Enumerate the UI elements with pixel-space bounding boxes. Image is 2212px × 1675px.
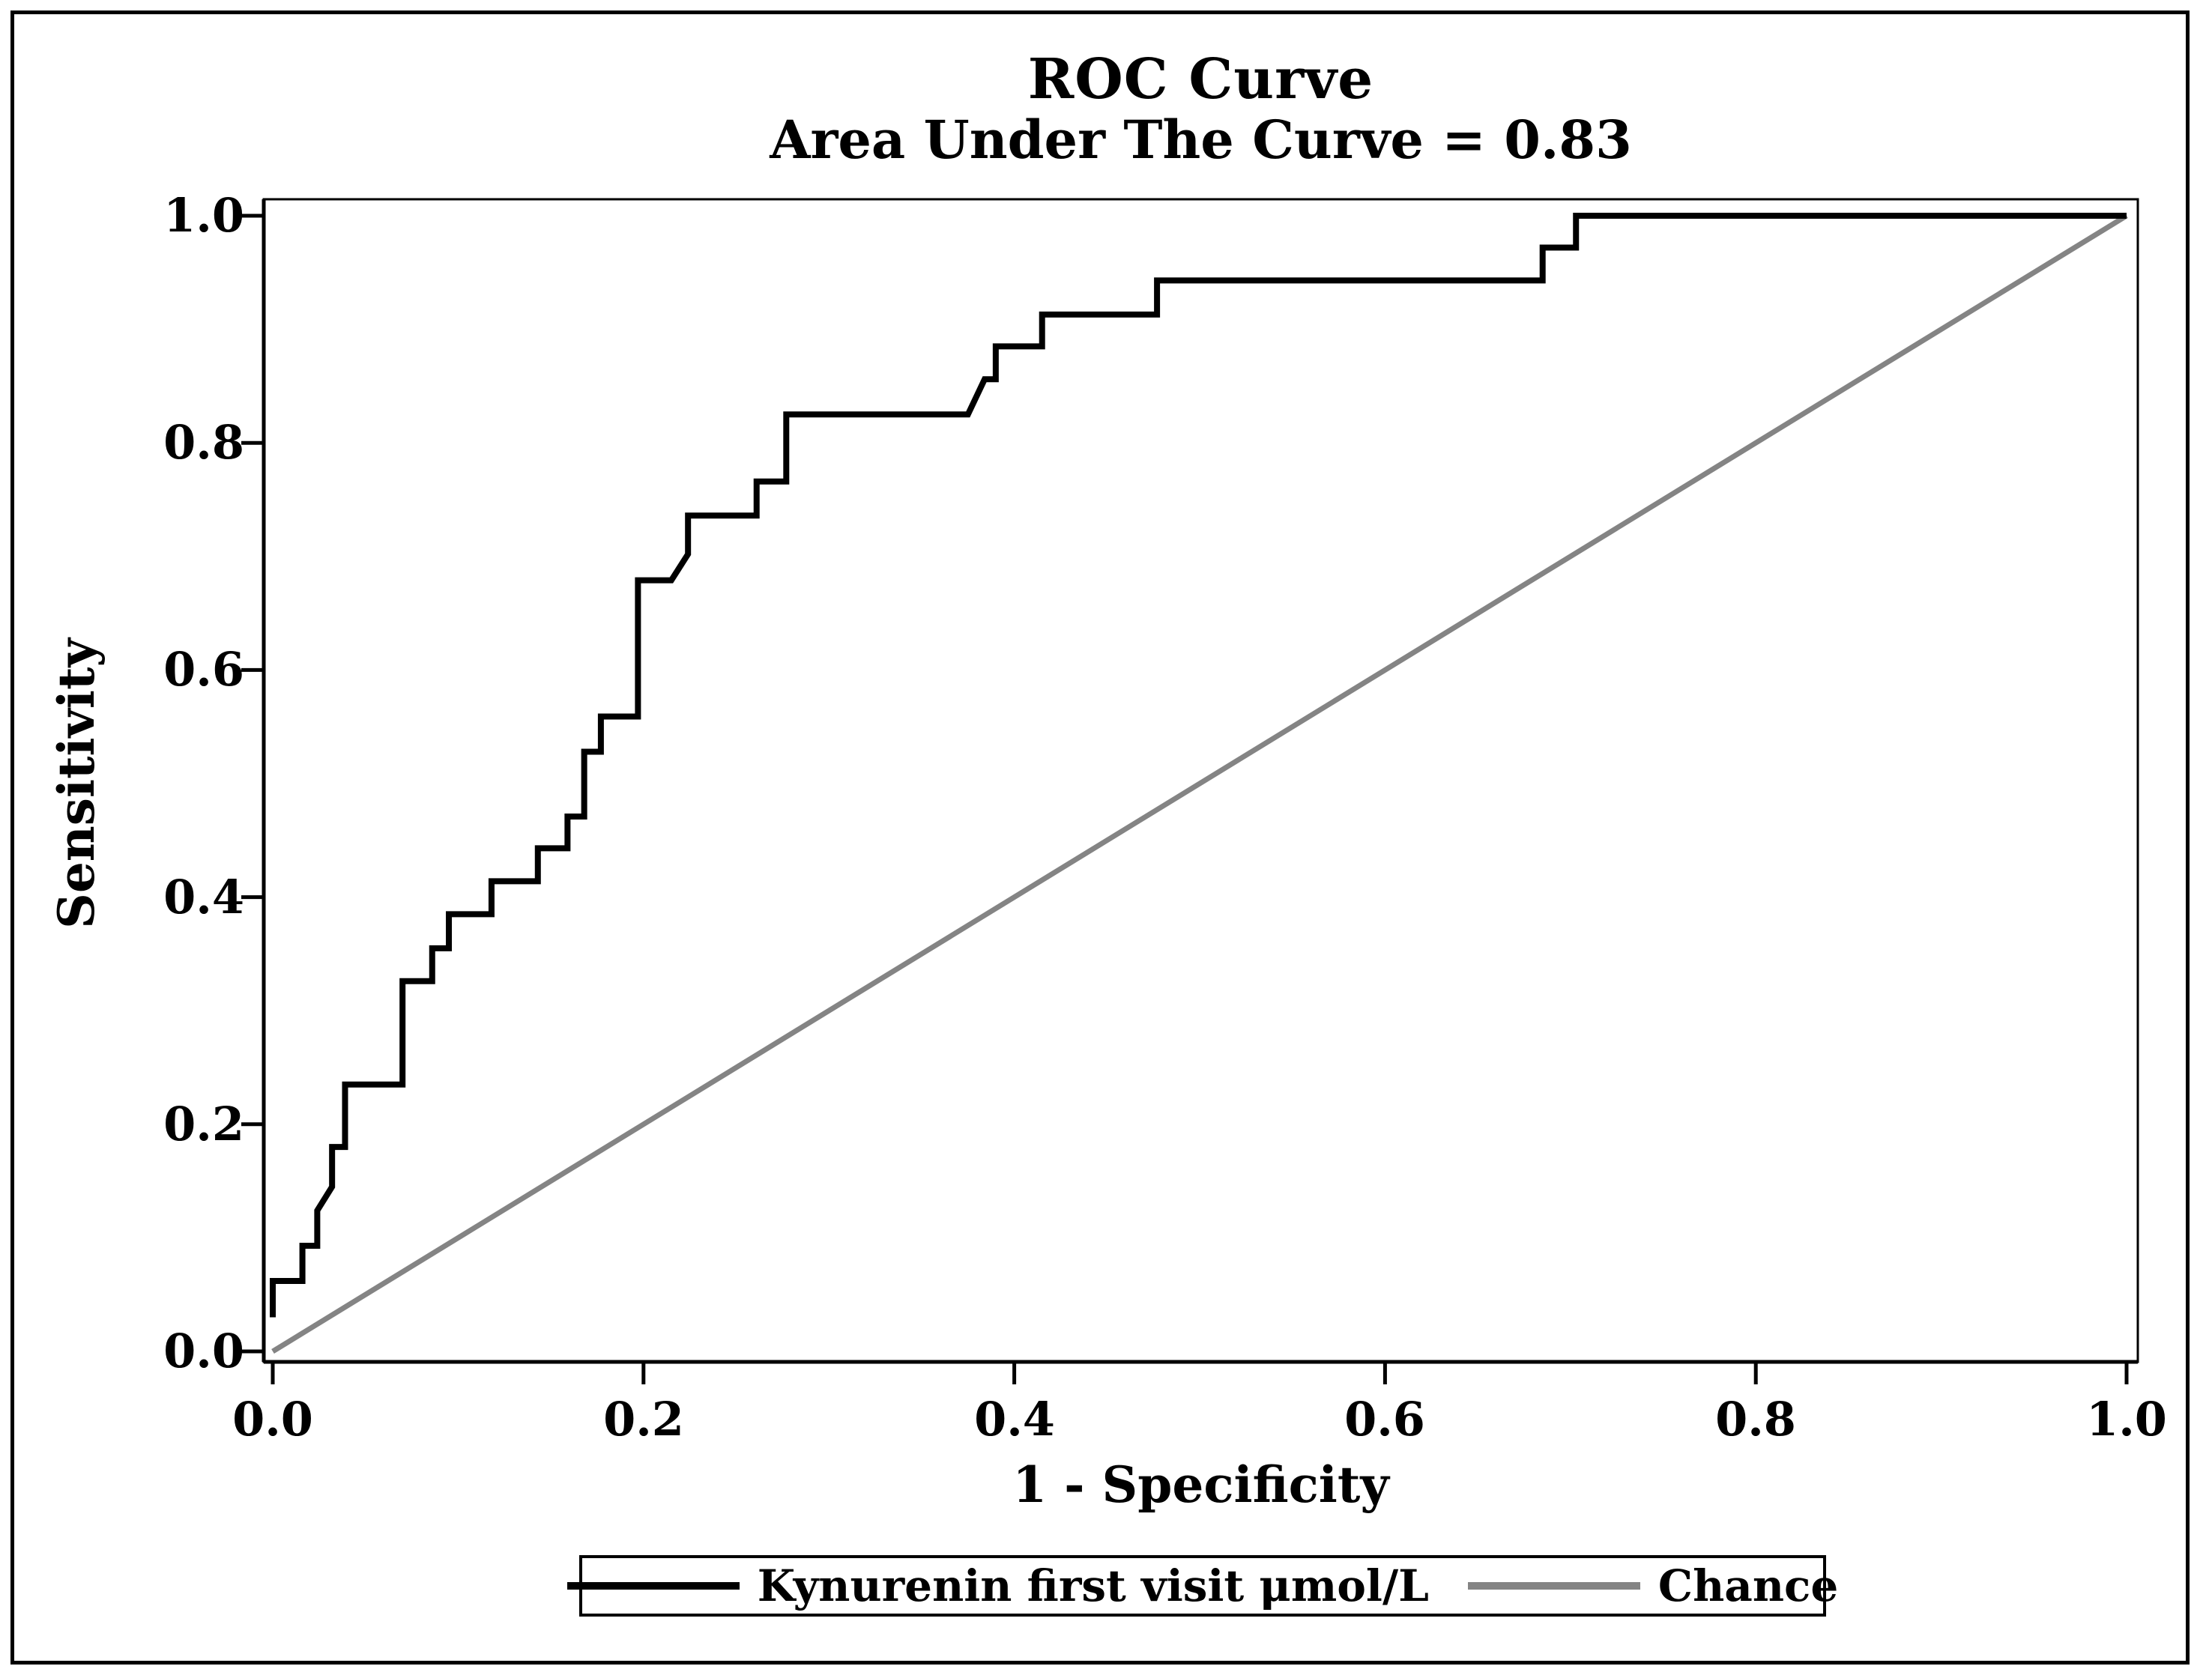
x-tick-label-0.4: 0.4 — [974, 1392, 1055, 1447]
chart-title: ROC Curve — [1027, 47, 1374, 112]
legend: Kynurenin first visit μmol/L Chance — [566, 1555, 1838, 1617]
legend-label-chance: Chance — [1658, 1560, 1839, 1611]
y-axis-title: Sensitivity — [47, 638, 106, 929]
legend-swatch-chance-line — [1467, 1582, 1640, 1590]
x-tick-label-0.8: 0.8 — [1715, 1392, 1796, 1447]
x-axis-title: 1 - Specificity — [1012, 1456, 1389, 1514]
x-tick-label-1.0: 1.0 — [2086, 1392, 2167, 1447]
y-tick-label-0.8: 0.8 — [163, 415, 244, 470]
y-tick-label-0.2: 0.2 — [163, 1097, 244, 1151]
x-tick-label-0.2: 0.2 — [603, 1392, 684, 1447]
y-tick-label-0.4: 0.4 — [163, 870, 244, 924]
chance-diagonal-line — [271, 213, 2128, 1354]
legend-swatch-kynurenin-line — [566, 1582, 740, 1590]
chart-subtitle-auc: Area Under The Curve = 0.83 — [770, 109, 1632, 171]
legend-label-kynurenin: Kynurenin first visit μmol/L — [757, 1560, 1429, 1611]
y-tick-label-0.6: 0.6 — [163, 642, 244, 697]
figure-border — [10, 10, 2190, 1665]
roc-curve-kynurenin — [270, 213, 2127, 1318]
x-tick-label-0.0: 0.0 — [232, 1392, 313, 1447]
x-tick-label-0.6: 0.6 — [1344, 1392, 1425, 1447]
y-tick-label-0.0: 0.0 — [163, 1324, 244, 1378]
y-tick-label-1.0: 1.0 — [163, 188, 244, 243]
